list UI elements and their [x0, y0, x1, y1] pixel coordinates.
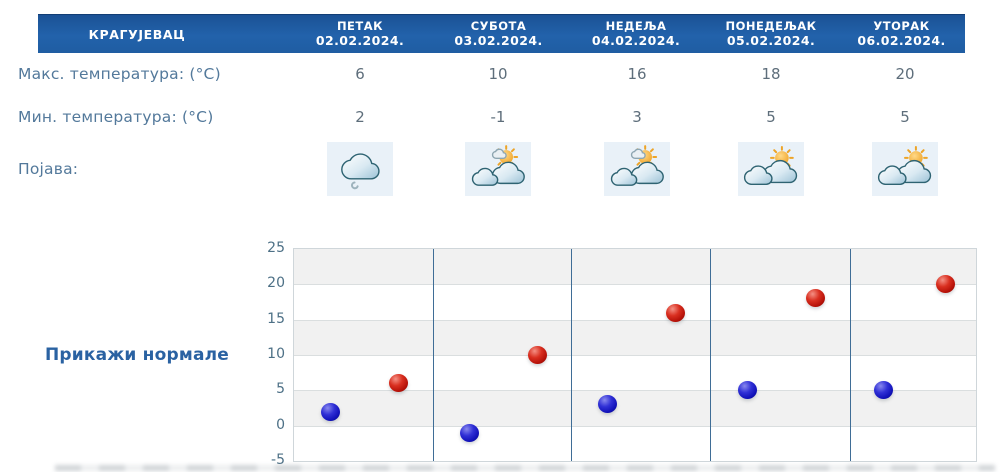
y-axis-tick-label: 10: [267, 346, 285, 362]
min-temp-value: -1: [490, 108, 506, 126]
chart-gray-band: [294, 249, 976, 285]
max-temp-point: [389, 374, 409, 393]
sun-behind-clouds-icon: [468, 143, 528, 195]
chart-gray-band: [294, 390, 976, 426]
chart-day-separator: [710, 249, 711, 461]
chart-gridline: [294, 425, 976, 427]
y-axis-tick-label: 5: [276, 381, 285, 398]
day-date: 02.02.2024.: [315, 33, 405, 48]
phenomena-cell-1: [327, 142, 393, 196]
forecast-table-header: КРАГУЈЕВАЦ ПЕТАК 02.02.2024. СУБОТА 03.02.2…: [38, 14, 965, 53]
day-date: 06.02.2024.: [857, 33, 946, 48]
day-header-3: НЕДЕЉА 04.02.2024.: [568, 15, 704, 53]
day-header-1: ПЕТАК 02.02.2024.: [291, 15, 429, 53]
day-name: СУБОТА: [470, 19, 527, 33]
min-temp-value: 3: [632, 108, 642, 126]
location-cell: КРАГУЈЕВАЦ: [38, 15, 291, 53]
day-header-5: УТОРАК 06.02.2024.: [838, 15, 965, 53]
day-date: 03.02.2024.: [454, 33, 543, 48]
max-temp-value: 10: [488, 65, 508, 83]
min-temp-value: 5: [766, 108, 776, 126]
min-temp-point: [737, 381, 757, 400]
max-temp-value: 18: [761, 65, 781, 83]
cloud-drizzle-icon: [330, 143, 390, 195]
max-temp-point: [935, 275, 955, 294]
day-date: 04.02.2024.: [591, 33, 681, 48]
chart-gridline: [294, 355, 976, 356]
min-temp-value: 5: [900, 108, 910, 126]
location-name: КРАГУЈЕВАЦ: [88, 26, 186, 42]
phenomena-cell-3: [604, 142, 670, 196]
chart-gridline: [294, 284, 976, 286]
chart-gridline: [294, 319, 976, 321]
min-temp-point: [873, 381, 893, 400]
max-temp-point: [527, 346, 547, 364]
phenomena-cell-5: [872, 142, 938, 196]
show-normals-button[interactable]: Прикажи нормале: [45, 345, 230, 365]
day-name: ПЕТАК: [336, 19, 384, 33]
y-axis-tick-label: 15: [267, 310, 285, 327]
day-name: НЕДЕЉА: [605, 19, 667, 33]
chart-gridline: [294, 390, 976, 392]
cloud-sun-icon: [741, 143, 801, 195]
min-temp-point: [598, 395, 618, 414]
y-axis-tick-label: 0: [276, 416, 285, 433]
max-temp-point: [666, 303, 686, 322]
phenomena-row-label: Појава:: [18, 160, 79, 178]
phenomena-cell-2: [465, 142, 531, 196]
cropped-x-axis-labels: [55, 465, 995, 471]
cloud-sun-icon: [875, 143, 935, 195]
max-temp-value: 20: [895, 65, 915, 83]
max-temp-row-label: Макс. температура: (°C): [18, 65, 221, 83]
sun-behind-clouds-icon: [607, 143, 667, 195]
y-axis-tick-label: 20: [267, 275, 285, 292]
y-axis-tick-label: -5: [271, 452, 285, 468]
min-temp-value: 2: [355, 108, 365, 126]
chart-gray-band: [294, 319, 976, 355]
day-date: 05.02.2024.: [726, 33, 816, 48]
y-axis-tick-label: 25: [267, 240, 285, 256]
min-temp-point: [460, 423, 480, 442]
max-temp-value: 16: [627, 65, 647, 83]
max-temp-point: [806, 289, 826, 308]
max-temp-value: 6: [355, 65, 365, 83]
chart-day-separator: [571, 249, 572, 461]
min-temp-row-label: Мин. температура: (°C): [18, 108, 214, 126]
day-header-2: СУБОТА 03.02.2024.: [429, 15, 568, 53]
min-temp-point: [321, 402, 341, 421]
day-header-4: ПОНЕДЕЉАК 05.02.2024.: [704, 15, 838, 53]
phenomena-cell-4: [738, 142, 804, 196]
temperature-chart: [293, 248, 977, 462]
day-name: УТОРАК: [873, 19, 930, 33]
chart-day-separator: [850, 249, 851, 461]
day-name: ПОНЕДЕЉАК: [725, 19, 817, 33]
chart-day-separator: [433, 249, 434, 461]
